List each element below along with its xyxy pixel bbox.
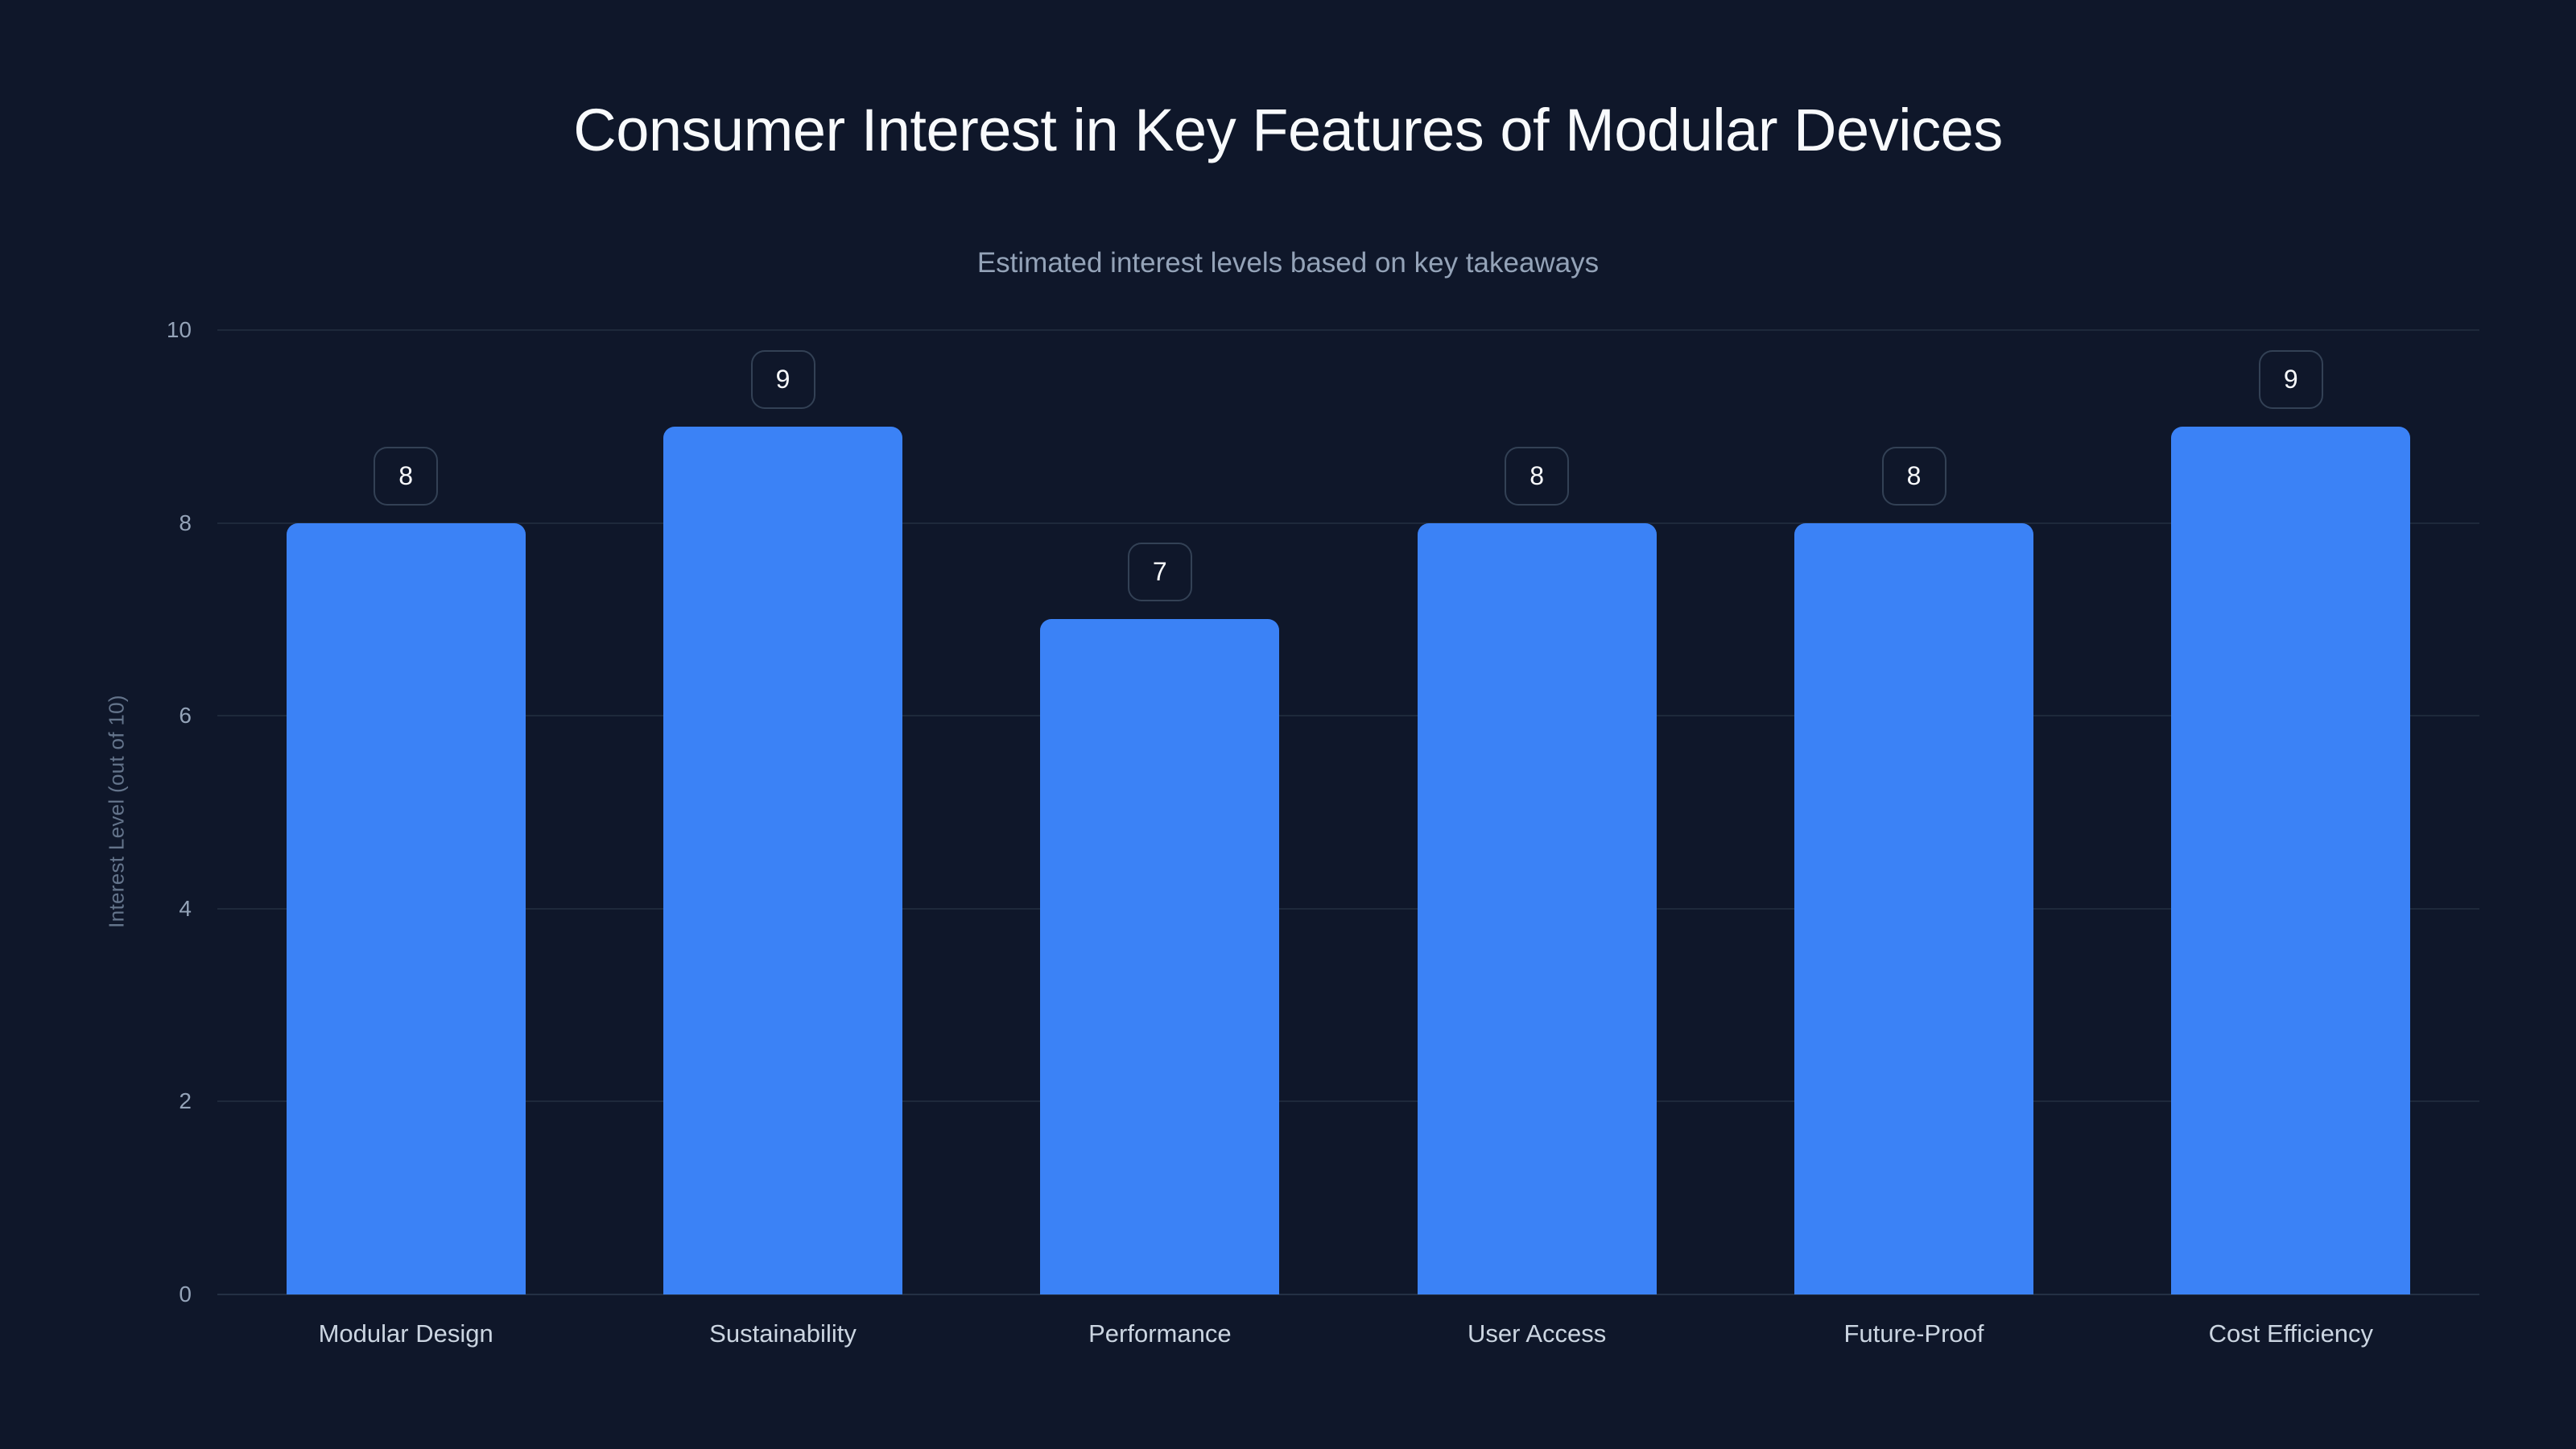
value-label: 7	[1127, 543, 1192, 602]
x-tick-label: Cost Efficiency	[2208, 1319, 2374, 1348]
chart-title: Consumer Interest in Key Features of Mod…	[573, 97, 2003, 163]
bar-cost-efficiency[interactable]	[2171, 426, 2411, 1294]
gridline	[217, 1294, 2479, 1295]
value-label: 8	[1881, 446, 1946, 506]
plot-area: 8 9 7 8 8 9	[217, 329, 2479, 1295]
y-tick-label: 6	[179, 703, 192, 729]
gridline	[217, 522, 2479, 524]
chart-subtitle: Estimated interest levels based on key t…	[976, 247, 1600, 279]
x-tick-label: Future-Proof	[1843, 1319, 1984, 1348]
gridline	[217, 1100, 2479, 1103]
value-label: 9	[2258, 349, 2323, 409]
x-tick-label: User Access	[1468, 1319, 1607, 1348]
y-tick-label: 4	[179, 895, 192, 921]
y-axis-title: Interest Level (out of 10)	[104, 695, 129, 928]
bar-performance[interactable]	[1040, 619, 1280, 1294]
x-tick-label: Sustainability	[709, 1319, 857, 1348]
x-tick-label: Performance	[1088, 1319, 1232, 1348]
bar-future-proof[interactable]	[1794, 522, 2033, 1294]
value-label: 9	[750, 349, 815, 409]
y-tick-label: 8	[179, 510, 192, 535]
bar-modular-design[interactable]	[286, 522, 526, 1294]
x-tick-label: Modular Design	[318, 1319, 493, 1348]
y-tick-label: 2	[179, 1088, 192, 1114]
value-label: 8	[1505, 446, 1570, 506]
y-tick-label: 0	[179, 1282, 192, 1307]
gridline	[217, 907, 2479, 910]
bar-sustainability[interactable]	[663, 426, 902, 1294]
y-tick-label: 10	[166, 317, 192, 342]
gridline	[217, 329, 2479, 331]
gridline	[217, 715, 2479, 717]
value-label: 8	[374, 446, 439, 506]
bar-user-access[interactable]	[1417, 522, 1657, 1294]
